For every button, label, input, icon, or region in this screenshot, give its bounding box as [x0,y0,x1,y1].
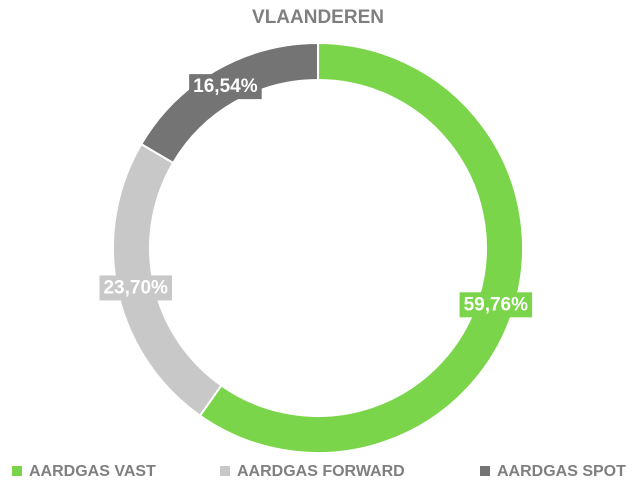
value-label: 59,76% [464,294,529,315]
legend-label: AARDGAS VAST [29,463,156,480]
value-label-group: 23,70% [99,275,173,301]
donut-segment [139,41,319,165]
legend-label: AARDGAS FORWARD [237,463,405,480]
legend-label: AARDGAS SPOT [497,463,626,480]
value-label-group: 59,76% [459,292,533,318]
legend-swatch [12,466,22,476]
value-label: 16,54% [193,76,258,97]
value-label: 23,70% [103,277,168,298]
value-label-box [459,292,533,318]
legend-swatch [220,466,230,476]
value-label-box [99,275,173,301]
value-label-group: 16,54% [189,74,262,100]
donut-segment [198,41,524,454]
value-label-box [189,74,262,100]
chart-title: VLAANDEREN [252,7,384,28]
legend-swatch [480,466,490,476]
